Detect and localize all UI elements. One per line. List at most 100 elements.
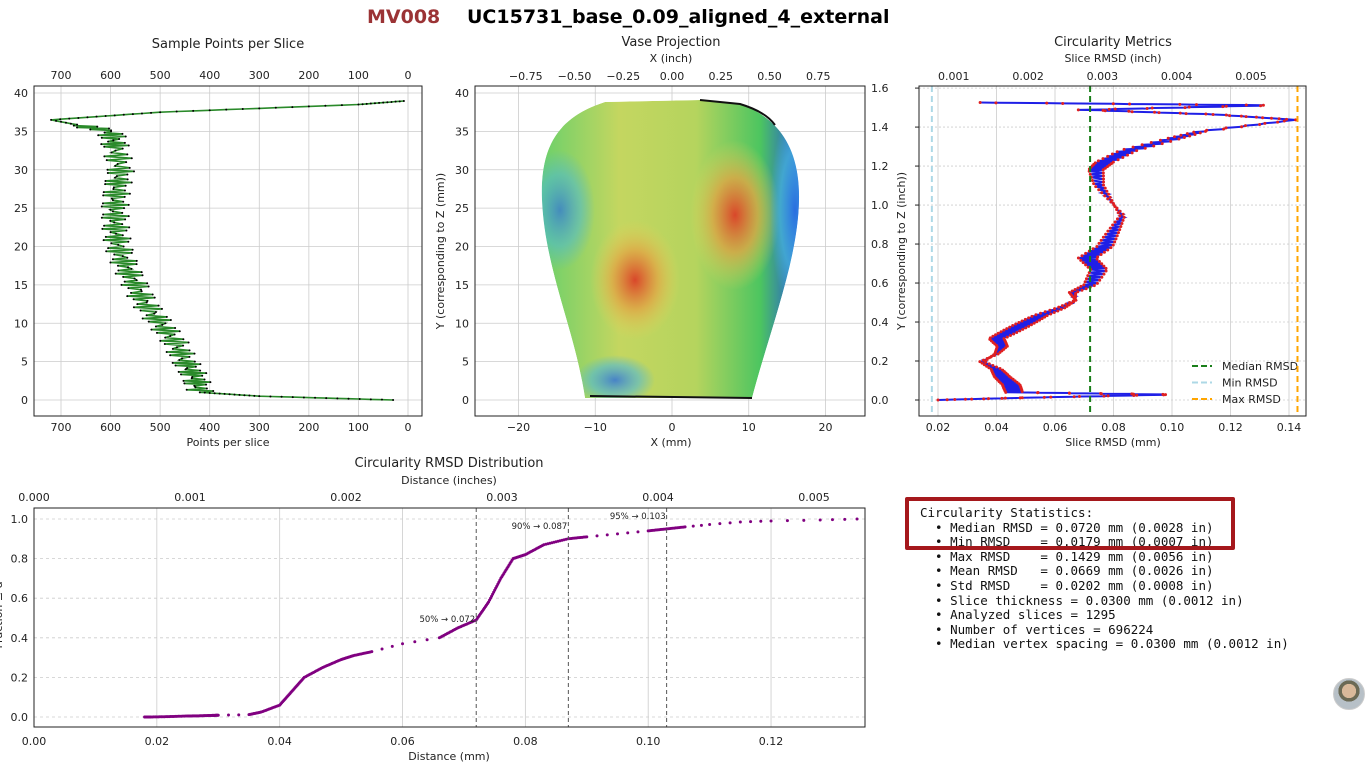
data-point: [988, 336, 992, 340]
data-point: [1118, 214, 1122, 218]
data-point: [1095, 281, 1099, 285]
data-point: [126, 153, 129, 156]
data-point: [991, 363, 995, 367]
x-tick-label: 200: [298, 421, 319, 434]
data-point: [1018, 329, 1022, 333]
data-point: [110, 151, 113, 154]
data-point: [1086, 274, 1090, 278]
data-point: [1153, 110, 1157, 114]
data-point: [107, 140, 110, 143]
data-point: [116, 264, 119, 267]
coolspot: [541, 150, 595, 270]
data-point: [127, 287, 130, 290]
data-point: [1258, 122, 1262, 126]
top-x-tick-label: 0.004: [642, 491, 674, 504]
data-point: [718, 522, 722, 526]
data-point: [1109, 246, 1113, 250]
data-point: [1102, 180, 1106, 184]
data-point: [107, 247, 110, 250]
data-point: [155, 331, 158, 334]
data-point: [205, 383, 208, 386]
data-point: [121, 132, 124, 135]
data-point: [122, 113, 125, 116]
y-tick-label: 0.2: [11, 671, 29, 684]
data-point: [68, 117, 71, 120]
data-point: [126, 256, 129, 259]
data-point: [205, 372, 208, 375]
data-point: [1093, 161, 1097, 165]
data-point: [978, 101, 982, 105]
data-point: [1244, 103, 1248, 107]
x-tick-label: −20: [507, 421, 530, 434]
data-point: [269, 395, 272, 398]
data-point: [398, 100, 401, 103]
data-point: [1076, 108, 1080, 112]
right-y-tick-label: 1.2: [871, 160, 889, 173]
data-point: [1127, 109, 1131, 113]
data-point: [990, 354, 994, 358]
statistic-line: • Mean RMSD = 0.0669 mm (0.0026 in): [920, 563, 1214, 579]
data-point: [1115, 150, 1119, 154]
top-x-axis-label: Distance (inches): [401, 474, 497, 487]
right-y-axis-label: Y (corresponding to Z (inch)): [895, 172, 908, 331]
statistic-line: • Min RMSD = 0.0179 mm (0.0007 in): [920, 534, 1214, 550]
data-point: [194, 365, 197, 368]
top-x-tick-label: 0.002: [1012, 70, 1044, 83]
data-point: [626, 531, 630, 535]
axes-frame: [474, 85, 866, 417]
y-tick-label: 40: [14, 87, 28, 100]
coolspot: [770, 110, 800, 310]
user-avatar[interactable]: [1333, 678, 1365, 710]
x-tick-label: 0.10: [636, 735, 661, 748]
y-tick-label: 0.8: [11, 553, 29, 566]
x-tick-label: 10: [742, 421, 756, 434]
data-point: [274, 106, 277, 109]
data-point: [114, 149, 117, 152]
data-point: [1121, 218, 1125, 222]
data-point: [1103, 194, 1107, 198]
data-point: [991, 334, 995, 338]
data-point: [108, 127, 111, 130]
data-point: [1166, 136, 1170, 140]
y-tick-label: 15: [455, 279, 469, 292]
data-point: [101, 227, 104, 230]
data-point: [1106, 229, 1110, 233]
data-point: [1086, 265, 1090, 269]
data-point: [1067, 291, 1071, 295]
x-tick-label: 0.12: [1218, 421, 1243, 434]
data-point: [1020, 319, 1024, 323]
data-point: [164, 336, 167, 339]
data-point: [749, 520, 753, 524]
data-point: [1169, 139, 1173, 143]
data-point: [130, 181, 133, 184]
data-point: [122, 245, 125, 248]
data-point: [117, 243, 120, 246]
data-point: [1157, 111, 1161, 115]
data-point: [201, 374, 204, 377]
data-point: [121, 255, 124, 258]
data-point: [982, 397, 986, 401]
data-point: [132, 170, 135, 173]
x-tick-label: 0.04: [267, 735, 292, 748]
data-point: [187, 341, 190, 344]
data-point: [1096, 159, 1100, 163]
data-point: [191, 375, 194, 378]
data-point: [1282, 119, 1286, 123]
data-point: [69, 122, 72, 125]
data-point: [1084, 251, 1088, 255]
data-point: [1092, 182, 1096, 186]
x-axis-label: X (mm): [650, 436, 691, 449]
data-point: [1074, 291, 1078, 295]
data-point: [1103, 166, 1107, 170]
data-point: [153, 296, 156, 299]
data-point: [188, 349, 191, 352]
y-tick-label: 20: [455, 241, 469, 254]
data-point: [1118, 209, 1122, 213]
data-point: [738, 520, 742, 524]
data-point: [103, 155, 106, 158]
y-tick-label: 40: [455, 87, 469, 100]
data-point: [358, 398, 361, 401]
top-x-axis-label: Slice RMSD (inch): [1064, 52, 1161, 65]
data-point: [1101, 235, 1105, 239]
y-tick-label: 10: [14, 317, 28, 330]
